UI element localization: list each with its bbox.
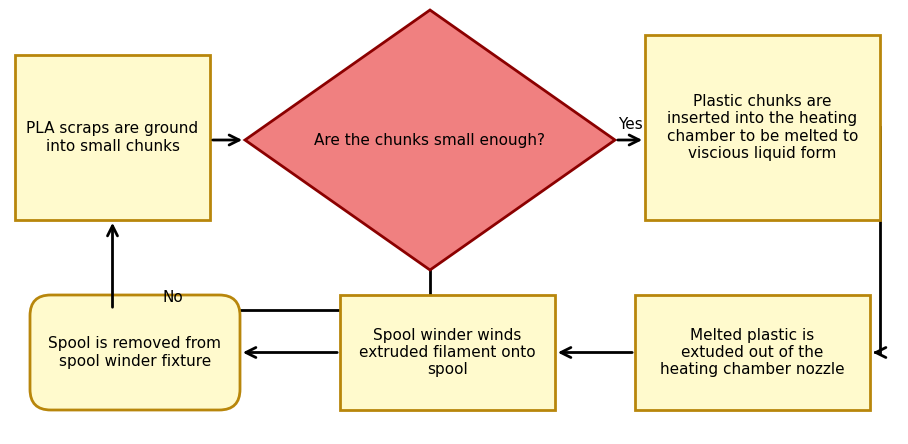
Text: Spool is removed from
spool winder fixture: Spool is removed from spool winder fixtu…	[48, 336, 222, 369]
Text: Melted plastic is
extuded out of the
heating chamber nozzle: Melted plastic is extuded out of the hea…	[660, 328, 844, 377]
Bar	[15, 55, 210, 220]
FancyBboxPatch shape	[30, 295, 240, 410]
Polygon shape	[245, 10, 615, 270]
Text: No: No	[163, 290, 183, 305]
Text: PLA scraps are ground
into small chunks: PLA scraps are ground into small chunks	[26, 121, 199, 154]
Bar	[645, 35, 880, 220]
Bar	[635, 295, 870, 410]
Bar	[340, 295, 555, 410]
Text: Are the chunks small enough?: Are the chunks small enough?	[314, 132, 546, 147]
Text: Spool winder winds
extruded filament onto
spool: Spool winder winds extruded filament ont…	[360, 328, 536, 377]
Text: Yes: Yes	[617, 117, 642, 132]
Text: Plastic chunks are
inserted into the heating
chamber to be melted to
viscious li: Plastic chunks are inserted into the hea…	[666, 94, 858, 161]
